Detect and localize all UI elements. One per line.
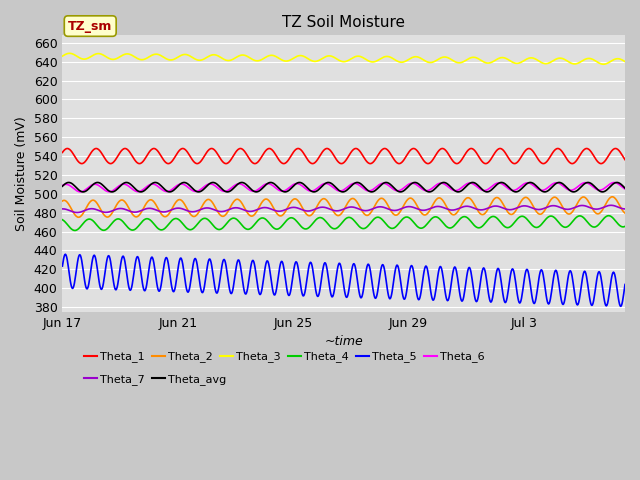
Theta_2 <box>621 210 629 216</box>
Theta_3 <box>170 56 178 62</box>
Theta_1 <box>621 157 629 163</box>
Theta_5 <box>444 298 451 303</box>
Theta_avg <box>182 180 190 186</box>
Theta_1 <box>171 154 179 160</box>
X-axis label: ~time: ~time <box>324 335 363 348</box>
Legend: Theta_7, Theta_avg: Theta_7, Theta_avg <box>79 369 231 389</box>
Theta_5 <box>61 252 69 257</box>
Theta_7 <box>81 207 89 213</box>
Theta_3 <box>81 56 89 62</box>
Line: Theta_5: Theta_5 <box>63 254 625 306</box>
Y-axis label: Soil Moisture (mV): Soil Moisture (mV) <box>15 116 28 231</box>
Theta_6 <box>621 186 629 192</box>
Theta_3 <box>155 52 163 58</box>
Theta_3 <box>321 54 329 60</box>
Theta_avg <box>59 183 67 189</box>
Theta_2 <box>170 202 178 207</box>
Theta_3 <box>66 50 74 56</box>
Theta_6 <box>611 180 618 185</box>
Theta_6 <box>77 189 84 195</box>
Theta_6 <box>170 185 178 191</box>
Theta_avg <box>81 189 88 194</box>
Theta_4 <box>155 226 163 232</box>
Theta_6 <box>155 184 163 190</box>
Theta_4 <box>71 228 79 233</box>
Theta_avg <box>621 185 629 191</box>
Theta_2 <box>155 207 163 213</box>
Theta_5 <box>170 288 178 294</box>
Theta_2 <box>444 205 451 211</box>
Theta_1 <box>164 161 172 167</box>
Theta_7 <box>59 206 67 212</box>
Theta_4 <box>444 224 451 230</box>
Theta_7 <box>621 206 629 212</box>
Theta_5 <box>183 288 191 294</box>
Theta_7 <box>170 206 178 212</box>
Theta_4 <box>621 224 629 229</box>
Theta_3 <box>444 55 451 60</box>
Theta_5 <box>59 263 67 269</box>
Theta_6 <box>81 187 89 193</box>
Theta_1 <box>81 159 88 165</box>
Theta_7 <box>321 204 329 210</box>
Theta_1 <box>150 145 157 151</box>
Theta_1 <box>444 151 452 156</box>
Line: Theta_3: Theta_3 <box>63 53 625 64</box>
Theta_avg <box>154 180 162 186</box>
Theta_avg <box>170 187 177 193</box>
Theta_6 <box>321 180 329 186</box>
Theta_4 <box>321 218 329 224</box>
Theta_5 <box>617 303 625 309</box>
Theta_1 <box>59 150 67 156</box>
Theta_1 <box>184 149 191 155</box>
Theta_3 <box>621 59 629 64</box>
Theta_avg <box>444 181 452 187</box>
Theta_2 <box>321 196 329 202</box>
Theta_avg <box>324 180 332 185</box>
Theta_7 <box>183 208 191 214</box>
Theta_1 <box>322 146 330 152</box>
Theta_avg <box>321 180 329 186</box>
Theta_avg <box>310 189 318 195</box>
Theta_7 <box>73 210 81 216</box>
Theta_3 <box>183 52 191 58</box>
Theta_5 <box>155 288 163 294</box>
Theta_4 <box>81 218 89 224</box>
Theta_7 <box>155 208 163 214</box>
Theta_2 <box>609 194 616 200</box>
Theta_7 <box>444 206 451 212</box>
Theta_4 <box>170 216 178 222</box>
Line: Theta_4: Theta_4 <box>63 216 625 230</box>
Theta_3 <box>59 53 67 59</box>
Theta_1 <box>155 149 163 155</box>
Text: TZ_sm: TZ_sm <box>68 20 113 33</box>
Line: Theta_6: Theta_6 <box>63 182 625 192</box>
Line: Theta_avg: Theta_avg <box>63 182 625 192</box>
Theta_2 <box>75 215 83 220</box>
Theta_6 <box>59 182 67 188</box>
Theta_2 <box>81 207 89 213</box>
Theta_4 <box>183 226 191 231</box>
Line: Theta_1: Theta_1 <box>63 148 625 164</box>
Theta_7 <box>607 203 615 208</box>
Theta_2 <box>59 198 67 204</box>
Title: TZ Soil Moisture: TZ Soil Moisture <box>282 15 405 30</box>
Theta_5 <box>621 282 629 288</box>
Theta_3 <box>600 61 607 67</box>
Theta_6 <box>444 183 451 189</box>
Theta_5 <box>81 282 89 288</box>
Theta_6 <box>183 183 191 189</box>
Theta_4 <box>59 217 67 223</box>
Line: Theta_7: Theta_7 <box>63 205 625 213</box>
Theta_5 <box>321 260 329 266</box>
Theta_4 <box>605 213 612 218</box>
Theta_2 <box>183 205 191 211</box>
Line: Theta_2: Theta_2 <box>63 197 625 217</box>
